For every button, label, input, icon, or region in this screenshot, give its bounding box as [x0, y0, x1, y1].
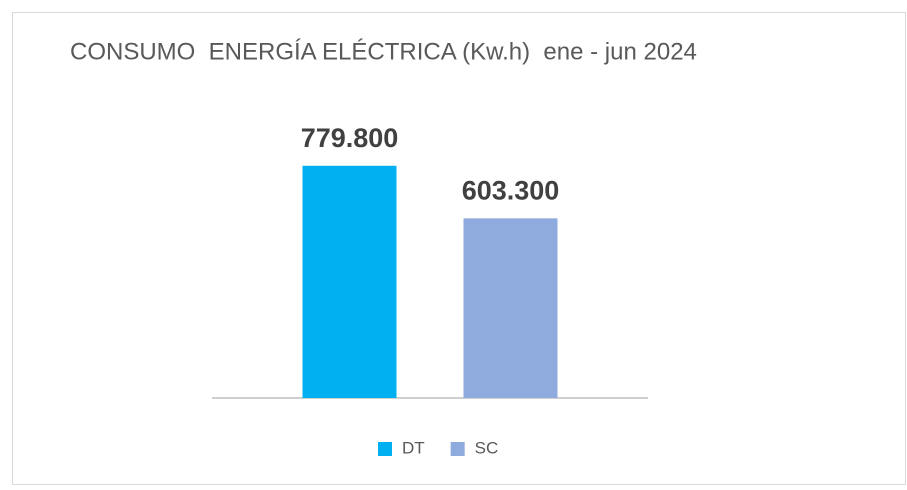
chart-frame [12, 12, 906, 485]
data-label: 603.300 [462, 175, 560, 205]
legend-label: SC [475, 438, 499, 457]
chart-title: CONSUMO ENERGÍA ELÉCTRICA (Kw.h) ene - j… [70, 38, 697, 65]
legend-swatch [378, 442, 392, 456]
bar [463, 218, 558, 398]
data-label: 779.800 [301, 123, 399, 153]
legend-swatch [450, 442, 465, 456]
legend-label: DT [402, 438, 425, 457]
bar [302, 165, 397, 398]
